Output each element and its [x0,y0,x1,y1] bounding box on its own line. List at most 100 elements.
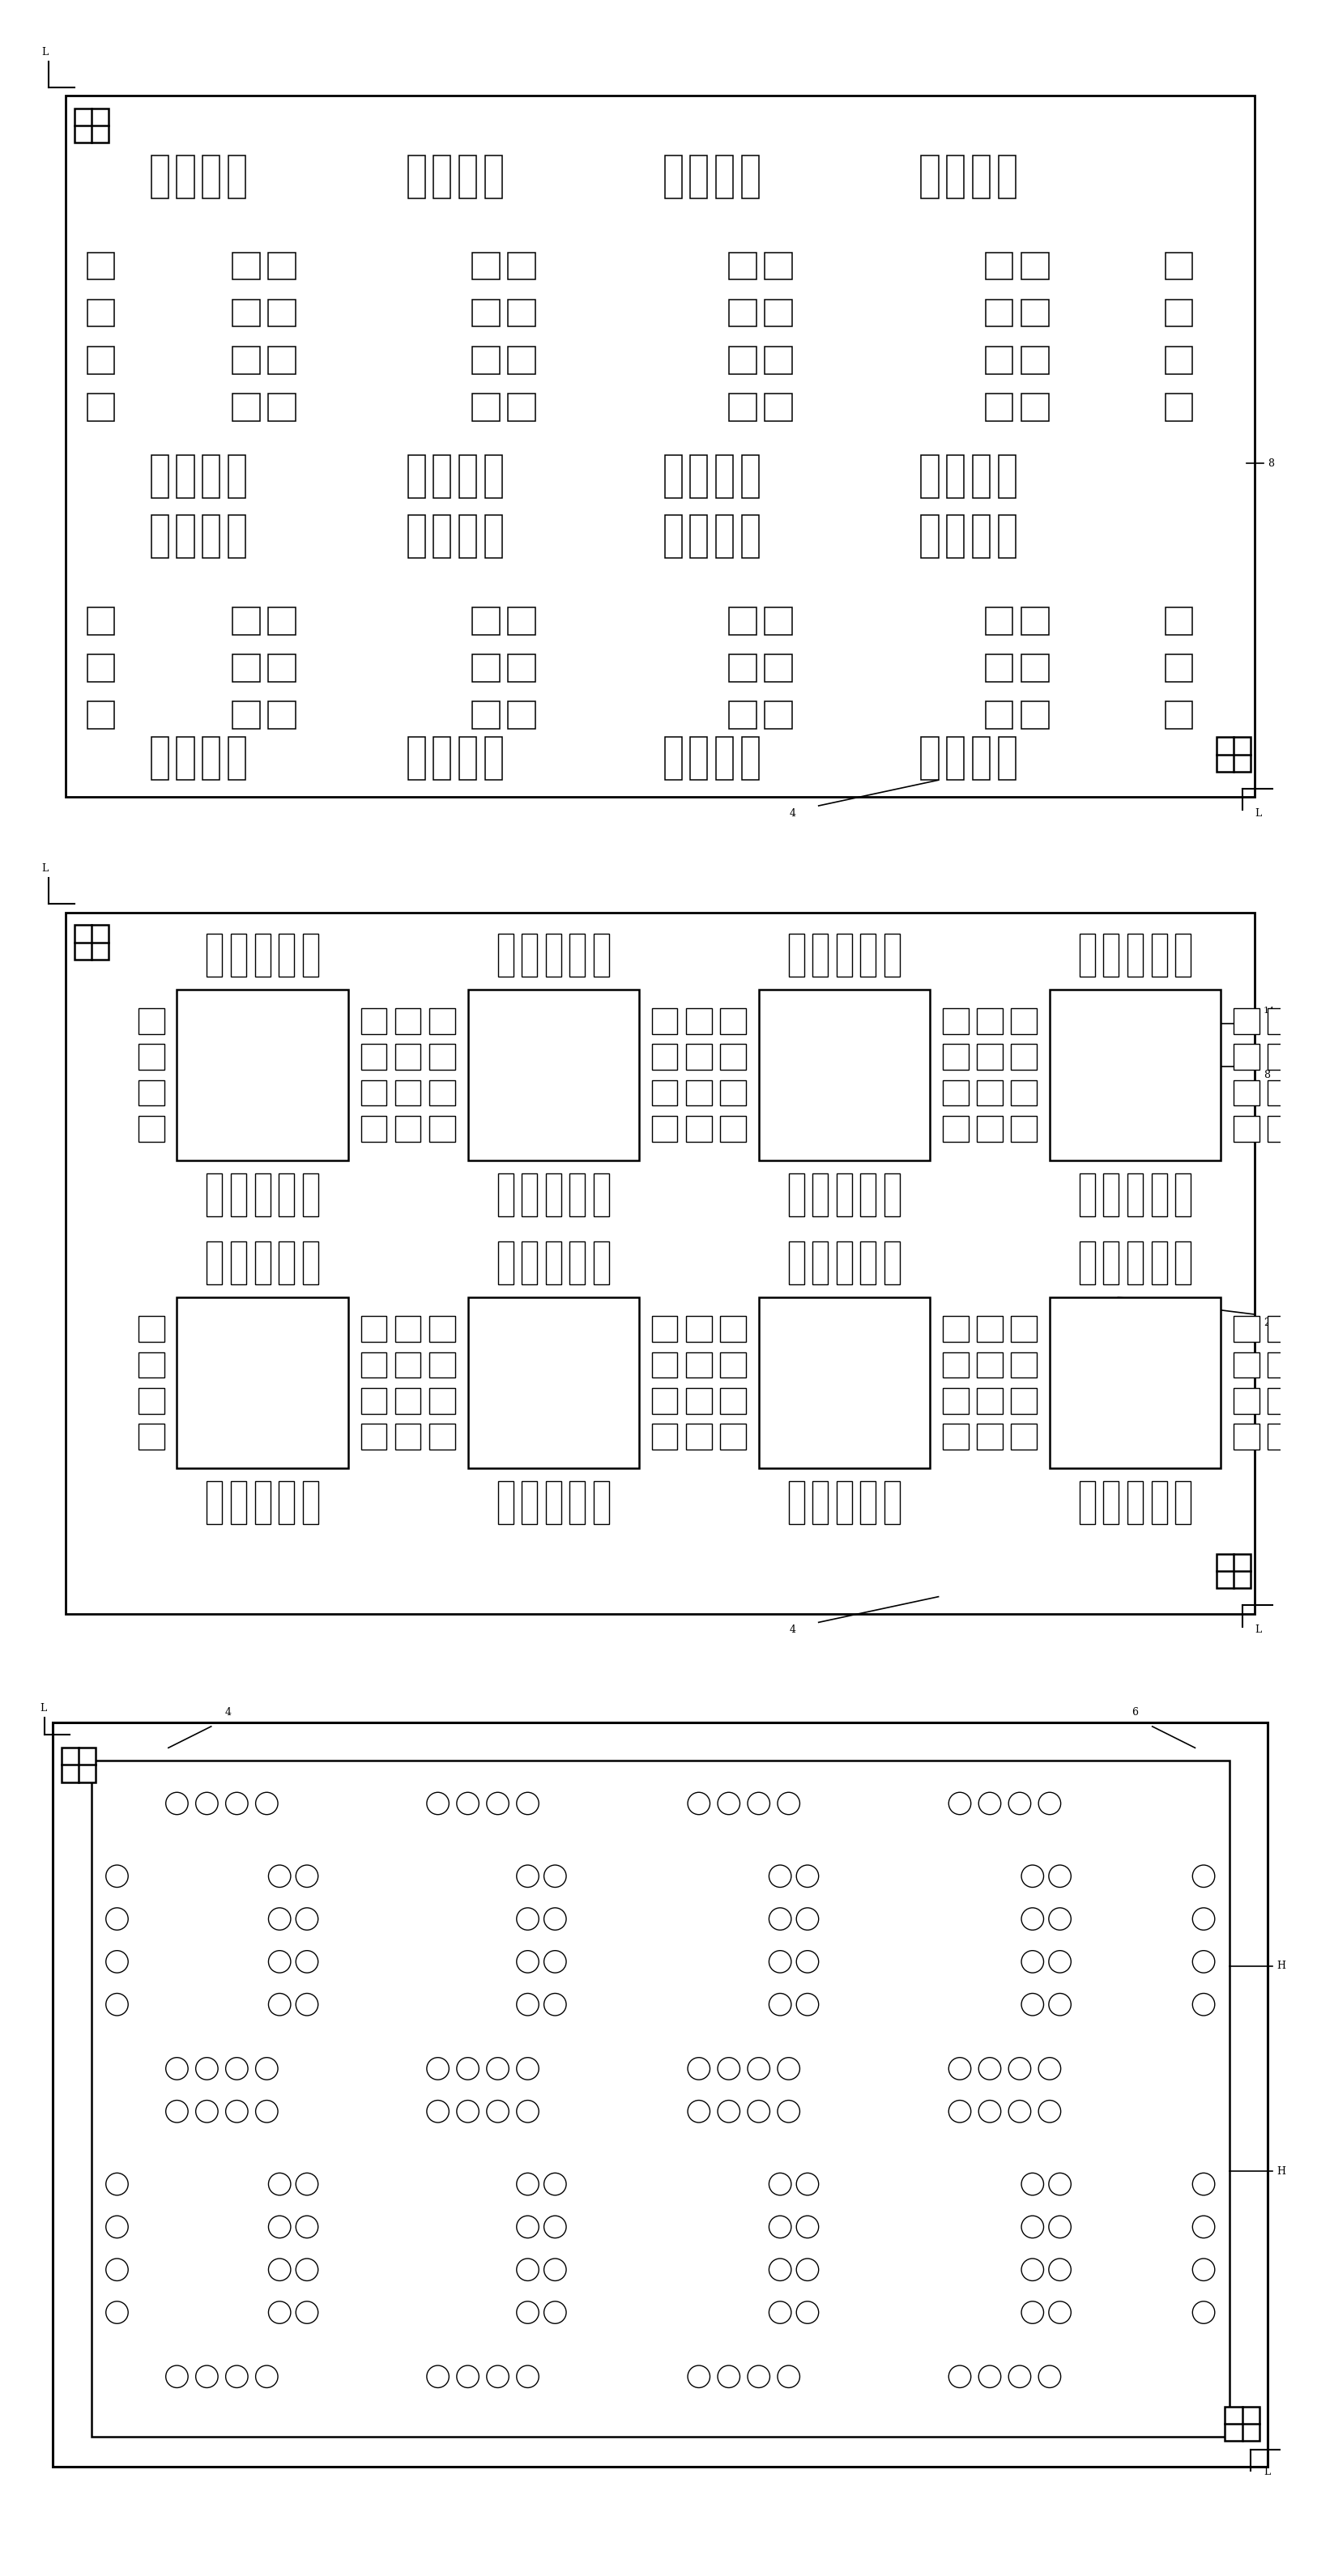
FancyBboxPatch shape [1103,933,1119,976]
FancyBboxPatch shape [268,345,296,374]
FancyBboxPatch shape [947,456,964,497]
FancyBboxPatch shape [1165,608,1193,634]
FancyBboxPatch shape [546,1242,562,1285]
FancyBboxPatch shape [1011,1425,1037,1450]
FancyBboxPatch shape [690,155,707,198]
FancyBboxPatch shape [87,394,115,420]
FancyBboxPatch shape [522,1481,538,1525]
FancyBboxPatch shape [986,654,1013,683]
FancyBboxPatch shape [268,299,296,327]
FancyBboxPatch shape [268,252,296,281]
FancyBboxPatch shape [1151,1481,1167,1525]
FancyBboxPatch shape [594,1242,610,1285]
FancyBboxPatch shape [570,933,586,976]
Text: H: H [1277,2166,1285,2177]
FancyBboxPatch shape [720,1352,746,1378]
FancyBboxPatch shape [1050,1298,1221,1468]
FancyBboxPatch shape [720,1007,746,1033]
FancyBboxPatch shape [139,1115,164,1141]
FancyBboxPatch shape [139,1007,164,1033]
FancyBboxPatch shape [395,1115,420,1141]
FancyBboxPatch shape [486,515,502,556]
FancyBboxPatch shape [1234,1425,1259,1450]
FancyBboxPatch shape [255,1172,271,1216]
FancyBboxPatch shape [508,345,535,374]
FancyBboxPatch shape [652,1115,678,1141]
FancyBboxPatch shape [720,1316,746,1342]
FancyBboxPatch shape [1234,1316,1259,1342]
FancyBboxPatch shape [764,394,792,420]
FancyBboxPatch shape [207,1242,223,1285]
Text: 2: 2 [1263,1319,1270,1329]
FancyBboxPatch shape [943,1043,968,1069]
FancyBboxPatch shape [943,1079,968,1105]
FancyBboxPatch shape [943,1425,968,1450]
FancyBboxPatch shape [728,394,756,420]
Text: 4: 4 [225,1708,232,1718]
FancyBboxPatch shape [1011,1079,1037,1105]
FancyBboxPatch shape [1011,1316,1037,1342]
FancyBboxPatch shape [61,1749,96,1783]
FancyBboxPatch shape [522,933,538,976]
FancyBboxPatch shape [228,155,245,198]
FancyBboxPatch shape [87,608,115,634]
Text: 6: 6 [1133,1708,1138,1718]
FancyBboxPatch shape [87,252,115,281]
FancyBboxPatch shape [742,456,759,497]
FancyBboxPatch shape [1175,933,1191,976]
FancyBboxPatch shape [594,933,610,976]
FancyBboxPatch shape [53,1723,1267,2465]
Text: 4: 4 [790,809,796,819]
FancyBboxPatch shape [472,252,499,281]
FancyBboxPatch shape [268,608,296,634]
FancyBboxPatch shape [652,1388,678,1414]
FancyBboxPatch shape [1165,299,1193,327]
FancyBboxPatch shape [498,1481,514,1525]
FancyBboxPatch shape [279,933,293,976]
FancyBboxPatch shape [1022,608,1049,634]
FancyBboxPatch shape [362,1388,387,1414]
FancyBboxPatch shape [177,989,348,1159]
FancyBboxPatch shape [1267,1388,1294,1414]
FancyBboxPatch shape [430,1115,455,1141]
FancyBboxPatch shape [1165,252,1193,281]
FancyBboxPatch shape [686,1079,711,1105]
FancyBboxPatch shape [976,1115,1003,1141]
FancyBboxPatch shape [976,1007,1003,1033]
FancyBboxPatch shape [972,515,990,556]
FancyBboxPatch shape [303,1172,317,1216]
FancyBboxPatch shape [742,515,759,556]
FancyBboxPatch shape [1217,1553,1251,1589]
FancyBboxPatch shape [1175,1172,1191,1216]
FancyBboxPatch shape [1267,1043,1294,1069]
FancyBboxPatch shape [686,1316,711,1342]
Text: L: L [41,863,48,873]
FancyBboxPatch shape [884,1172,900,1216]
FancyBboxPatch shape [472,394,499,420]
FancyBboxPatch shape [788,1481,804,1525]
FancyBboxPatch shape [498,1242,514,1285]
FancyBboxPatch shape [303,1242,317,1285]
FancyBboxPatch shape [716,456,734,497]
FancyBboxPatch shape [652,1316,678,1342]
FancyBboxPatch shape [986,299,1013,327]
FancyBboxPatch shape [947,737,964,781]
FancyBboxPatch shape [1165,654,1193,683]
FancyBboxPatch shape [268,701,296,729]
FancyBboxPatch shape [1022,252,1049,281]
FancyBboxPatch shape [203,456,220,497]
FancyBboxPatch shape [764,252,792,281]
FancyBboxPatch shape [836,1242,852,1285]
FancyBboxPatch shape [998,737,1015,781]
FancyBboxPatch shape [508,654,535,683]
FancyBboxPatch shape [764,608,792,634]
FancyBboxPatch shape [430,1043,455,1069]
FancyBboxPatch shape [203,737,220,781]
FancyBboxPatch shape [362,1043,387,1069]
FancyBboxPatch shape [943,1316,968,1342]
FancyBboxPatch shape [1267,1007,1294,1033]
FancyBboxPatch shape [395,1388,420,1414]
FancyBboxPatch shape [87,345,115,374]
FancyBboxPatch shape [395,1043,420,1069]
FancyBboxPatch shape [362,1352,387,1378]
